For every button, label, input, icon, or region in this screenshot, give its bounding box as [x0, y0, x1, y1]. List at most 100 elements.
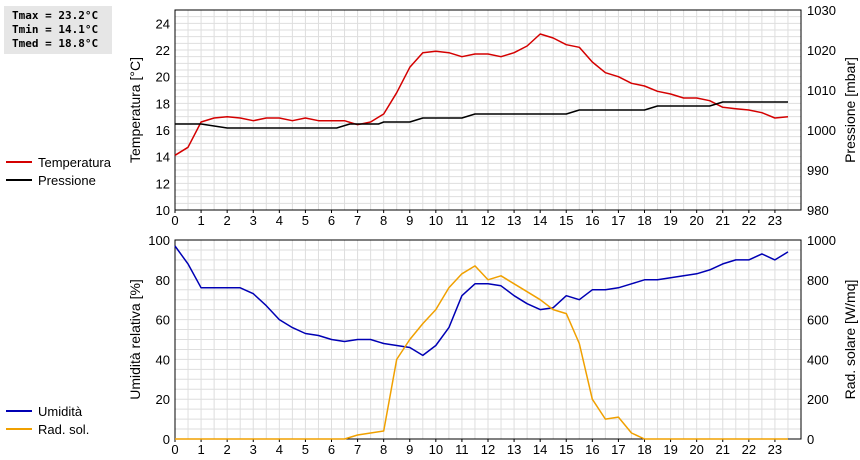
chart2-ytick-right-label: 1000	[807, 233, 836, 248]
tmed-text: Tmed = 18.8°C	[12, 37, 99, 50]
legend-top: Temperatura Pressione	[6, 153, 111, 189]
chart1-xtick-label: 20	[689, 213, 703, 228]
chart1-ylabel-left: Temperatura [°C]	[127, 57, 143, 163]
chart1-ytick-left-label: 22	[156, 43, 170, 58]
chart2-ytick-left-label: 100	[148, 233, 170, 248]
legend-label-temperatura: Temperatura	[38, 154, 111, 170]
chart1-xtick-label: 23	[768, 213, 782, 228]
chart2-ytick-left-label: 80	[156, 273, 170, 288]
legend-item-umidita: Umidità	[6, 402, 89, 420]
legend-swatch-radsol	[6, 428, 32, 430]
chart2-xtick-label: 11	[455, 442, 469, 457]
chart1-xtick-label: 10	[429, 213, 443, 228]
chart1-ytick-right-label: 1010	[807, 83, 836, 98]
chart2-ytick-right-label: 400	[807, 352, 829, 367]
chart1-xtick-label: 15	[559, 213, 573, 228]
chart2-ytick-left-label: 0	[163, 432, 170, 447]
chart1-ytick-right-label: 990	[807, 163, 829, 178]
chart1-xtick-label: 21	[716, 213, 730, 228]
chart2-xtick-label: 5	[302, 442, 309, 457]
chart2-series-rad-sol-line	[175, 265, 788, 440]
chart1-xtick-label: 17	[611, 213, 625, 228]
legend-label-radsol: Rad. sol.	[38, 421, 90, 437]
chart1-xtick-label: 4	[276, 213, 283, 228]
legend-swatch-temperatura	[6, 161, 32, 163]
chart1-ytick-left-label: 24	[156, 16, 170, 31]
chart2-ytick-right-label: 800	[807, 273, 829, 288]
chart2-xtick-label: 4	[276, 442, 283, 457]
chart1-xtick-label: 3	[250, 213, 257, 228]
chart1-ylabel-right: Pressione [mbar]	[842, 57, 858, 163]
chart1-xtick-label: 13	[507, 213, 521, 228]
chart2-xtick-label: 19	[663, 442, 677, 457]
chart1-ytick-left-label: 12	[156, 176, 170, 191]
chart1-xtick-label: 0	[171, 213, 178, 228]
chart2-ytick-right-label: 600	[807, 313, 829, 328]
chart2-xtick-label: 2	[224, 442, 231, 457]
chart1-xtick-label: 11	[455, 213, 469, 228]
chart1-series-pressione-line	[175, 101, 788, 129]
chart2-ytick-right-label: 0	[807, 432, 814, 447]
chart2-xtick-label: 23	[768, 442, 782, 457]
chart2-xtick-label: 15	[559, 442, 573, 457]
chart1-xtick-label: 7	[354, 213, 361, 228]
chart1-ytick-right-label: 980	[807, 203, 829, 218]
chart2-xtick-label: 17	[611, 442, 625, 457]
legend-bottom: Umidità Rad. sol.	[6, 402, 89, 438]
chart2-xtick-label: 16	[585, 442, 599, 457]
chart1-xtick-label: 9	[406, 213, 413, 228]
chart1-xtick-label: 6	[328, 213, 335, 228]
chart2-xtick-label: 12	[481, 442, 495, 457]
chart1-xtick-label: 1	[197, 213, 204, 228]
chart2-xtick-label: 3	[250, 442, 257, 457]
chart2-xtick-label: 14	[533, 442, 547, 457]
chart1-series-temperatura-line	[174, 33, 789, 156]
chart2-xtick-label: 22	[742, 442, 756, 457]
chart1-xtick-label: 18	[637, 213, 651, 228]
chart2-xtick-label: 7	[354, 442, 361, 457]
chart1-ytick-left-label: 20	[156, 70, 170, 85]
tmin-text: Tmin = 14.1°C	[12, 23, 99, 36]
chart1-xtick-label: 22	[742, 213, 756, 228]
chart1-xtick-label: 5	[302, 213, 309, 228]
chart1-xtick-label: 8	[380, 213, 387, 228]
chart2-ytick-left-label: 40	[156, 352, 170, 367]
chart2-xtick-label: 6	[328, 442, 335, 457]
chart2-ytick-left-label: 60	[156, 313, 170, 328]
legend-swatch-umidita	[6, 410, 32, 412]
legend-label-umidita: Umidità	[38, 403, 83, 419]
legend-item-pressione: Pressione	[6, 171, 111, 189]
chart1-xtick-label: 14	[533, 213, 547, 228]
chart1-ytick-right-label: 1000	[807, 123, 836, 138]
chart2-xtick-label: 13	[507, 442, 521, 457]
legend-swatch-pressione	[6, 179, 32, 181]
legend-label-pressione: Pressione	[38, 172, 96, 188]
chart2-ytick-left-label: 20	[156, 392, 170, 407]
chart2-xtick-label: 21	[716, 442, 730, 457]
chart2-xtick-label: 8	[380, 442, 387, 457]
tmax-text: Tmax = 23.2°C	[12, 9, 99, 22]
chart2-ytick-right-label: 200	[807, 392, 829, 407]
chart1-ytick-left-label: 16	[156, 123, 170, 138]
chart2-xtick-label: 1	[197, 442, 204, 457]
chart2-ylabel-right: Rad. solare [W/mq]	[842, 280, 858, 400]
chart1-xtick-label: 19	[663, 213, 677, 228]
chart2-series-umidit-line	[174, 245, 789, 357]
chart2-xtick-label: 20	[689, 442, 703, 457]
chart1-ytick-right-label: 1020	[807, 43, 836, 58]
chart2-xtick-label: 10	[429, 442, 443, 457]
legend-item-temperatura: Temperatura	[6, 153, 111, 171]
chart1-ytick-left-label: 10	[156, 203, 170, 218]
chart1-xtick-label: 16	[585, 213, 599, 228]
chart2-xtick-label: 9	[406, 442, 413, 457]
chart1-ytick-right-label: 1030	[807, 3, 836, 18]
chart1-ytick-left-label: 14	[156, 150, 170, 165]
stats-box: Tmax = 23.2°C Tmin = 14.1°C Tmed = 18.8°…	[4, 6, 112, 54]
chart1-ytick-left-label: 18	[156, 96, 170, 111]
chart1-xtick-label: 2	[224, 213, 231, 228]
chart2-xtick-label: 18	[637, 442, 651, 457]
chart2-ylabel-left: Umidità relativa [%]	[127, 279, 143, 400]
legend-item-radsol: Rad. sol.	[6, 420, 89, 438]
chart1-xtick-label: 12	[481, 213, 495, 228]
